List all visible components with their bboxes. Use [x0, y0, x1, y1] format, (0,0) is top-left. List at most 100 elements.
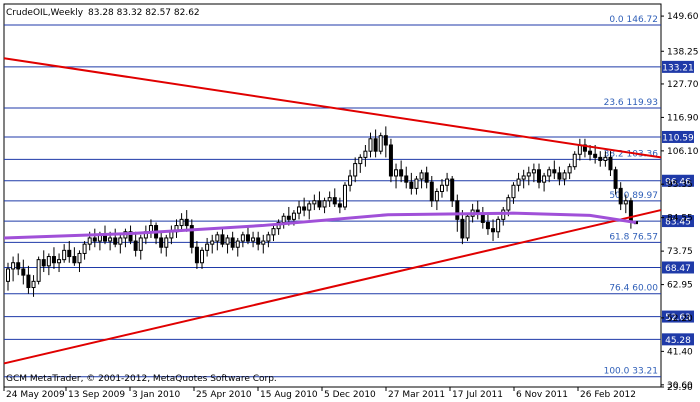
candle-body: [368, 138, 373, 152]
candle-body: [434, 190, 439, 202]
x-tick-label: 6 Nov 2011: [516, 390, 568, 400]
candle-body: [245, 234, 250, 242]
candle-body: [92, 237, 97, 242]
y-tick-label: 52.20: [667, 314, 693, 324]
price-badge: [662, 215, 694, 228]
candle-body: [547, 169, 552, 177]
candle-body: [404, 175, 409, 183]
price-badge-label: 45.28: [665, 336, 691, 346]
candle-body: [72, 256, 77, 264]
candle-body: [266, 234, 271, 242]
plot-area: [3, 3, 662, 388]
candle-body: [57, 259, 62, 264]
candle-body: [618, 187, 623, 205]
candle-body: [11, 262, 16, 270]
candle-body: [230, 237, 235, 248]
candle-body: [281, 215, 286, 223]
candle-body: [215, 234, 220, 242]
price-badge-label: 68.47: [665, 264, 691, 274]
y-tick-label: 116.90: [667, 113, 699, 123]
x-tick-label: 24 May 2009: [6, 390, 65, 400]
fib-label: 50.0 89.97: [609, 191, 658, 201]
fib-label: 23.6 119.93: [604, 98, 658, 108]
candle-body: [51, 256, 56, 264]
candle-body: [536, 169, 541, 183]
fib-label: 38.2 103.36: [604, 149, 659, 159]
candle-body: [205, 243, 210, 251]
candle-body: [67, 249, 72, 258]
price-badge-label: 110.59: [662, 133, 694, 143]
candle-body: [41, 259, 46, 267]
candle-body: [108, 237, 113, 242]
fib-label: 100.0 33.21: [604, 367, 658, 377]
price-badge-label: 96.46: [665, 177, 691, 187]
candle-body: [200, 249, 205, 264]
candle-body: [291, 212, 296, 220]
candle-body: [77, 252, 82, 264]
candle-body: [485, 221, 490, 230]
candle-body: [26, 274, 31, 289]
x-axis: 24 May 2009 13 Sep 2009 3 Jan 2010 25 Apr 2…: [3, 387, 636, 400]
candle-body: [439, 184, 444, 192]
candle-body: [603, 156, 608, 161]
candle-body: [302, 206, 307, 211]
candle-body: [261, 240, 266, 245]
candle-body: [36, 259, 41, 282]
price-badge: [662, 333, 694, 346]
candle-body: [429, 181, 434, 202]
candle-body: [184, 218, 189, 227]
candle-body: [598, 156, 603, 161]
x-tick-label: 13 Sep 2009: [68, 390, 125, 400]
x-tick-label: 15 Aug 2010: [260, 390, 318, 400]
fib-label: 76.4 60.00: [609, 284, 658, 294]
candle-body: [542, 175, 547, 183]
candle-body: [628, 200, 633, 223]
candle-body: [521, 175, 526, 180]
x-tick-label: 5 Dec 2010: [324, 390, 376, 400]
candle-body: [46, 256, 51, 267]
candle-body: [388, 144, 393, 177]
price-badge-label: 52.63: [665, 313, 691, 323]
y-tick-label: 106.10: [667, 147, 699, 157]
candle-body: [159, 237, 164, 248]
candle-body: [516, 178, 521, 186]
candle-body: [552, 169, 557, 174]
candle-body: [526, 172, 531, 177]
candle-body: [322, 200, 327, 208]
y-tick-label: 127.70: [667, 80, 699, 90]
trendline-resistance: [3, 57, 662, 159]
y-tick-label: 41.40: [667, 347, 693, 357]
fib-label: 61.8 76.57: [609, 232, 658, 242]
candle-body: [496, 218, 501, 233]
candle-body: [87, 237, 92, 245]
candle-body: [113, 237, 118, 245]
candle-body: [342, 184, 347, 208]
chart-ohlc: 83.28 83.32 82.57 82.62: [88, 8, 200, 18]
candle-body: [128, 231, 133, 242]
candle-body: [506, 197, 511, 211]
candle-body: [567, 166, 572, 174]
candle-body: [210, 240, 215, 245]
price-badge: [662, 130, 694, 143]
candle-body: [133, 240, 138, 251]
candle-body: [31, 280, 36, 289]
candle-body: [450, 178, 455, 202]
candle-body: [455, 200, 460, 220]
y-tick-label: 30.60: [667, 381, 693, 391]
candle-body: [6, 268, 10, 282]
y-tick-label: 62.95: [667, 281, 693, 291]
y-tick-label: 149.60: [667, 12, 699, 22]
price-badge: [662, 60, 694, 73]
y-tick-label: 138.25: [667, 47, 699, 57]
candle-body: [297, 206, 302, 214]
candle-body: [460, 218, 465, 239]
candle-body: [491, 228, 496, 233]
candle-body: [419, 172, 424, 180]
candle-body: [337, 203, 342, 208]
candle-body: [21, 268, 26, 276]
candle-body: [62, 249, 67, 261]
candle-body: [562, 172, 567, 180]
copyright-text: GCM MetaTrader, © 2001-2012, MetaQuotes …: [6, 374, 277, 384]
